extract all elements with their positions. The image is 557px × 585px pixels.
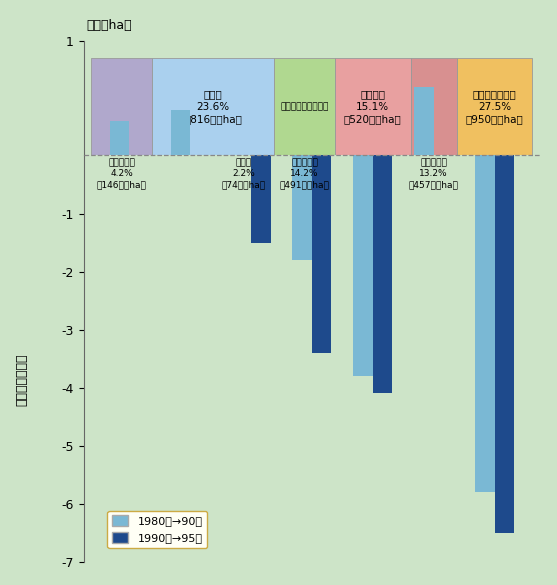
Text: ラテンアメリカ
27.5%
（950百万ha）: ラテンアメリカ 27.5% （950百万ha） xyxy=(466,90,524,124)
Bar xyxy=(170,109,190,156)
Text: アジア・オセアニア: アジア・オセアニア xyxy=(280,102,329,111)
FancyBboxPatch shape xyxy=(153,58,274,156)
Text: 開発途上国
14.2%
（491百万ha）: 開発途上国 14.2% （491百万ha） xyxy=(280,159,330,190)
Text: ヨーロッパ
4.2%
（146百万ha）: ヨーロッパ 4.2% （146百万ha） xyxy=(97,159,147,190)
Bar xyxy=(414,87,434,156)
Bar xyxy=(251,156,271,243)
Legend: 1980年→90年, 1990年→95年: 1980年→90年, 1990年→95年 xyxy=(108,511,207,548)
FancyBboxPatch shape xyxy=(91,58,153,156)
Bar xyxy=(373,156,392,393)
FancyBboxPatch shape xyxy=(274,58,335,156)
Bar xyxy=(414,87,434,156)
Text: 先進国
2.2%
（74百万ha）: 先進国 2.2% （74百万ha） xyxy=(222,159,266,190)
Bar xyxy=(110,121,129,156)
Text: アフリカ
15.1%
（520百万ha）: アフリカ 15.1% （520百万ha） xyxy=(344,90,402,124)
FancyBboxPatch shape xyxy=(457,58,532,156)
Text: 北アメリカ
13.2%
（457百万ha）: 北アメリカ 13.2% （457百万ha） xyxy=(409,159,458,190)
Bar xyxy=(170,109,190,156)
Text: 旧ソ連
23.6%
（816百万ha）: 旧ソ連 23.6% （816百万ha） xyxy=(184,90,242,124)
Bar xyxy=(475,156,495,492)
Bar xyxy=(495,156,514,532)
Text: 年平均変化面積: 年平均変化面積 xyxy=(16,354,29,407)
Text: （百万ha）: （百万ha） xyxy=(86,19,132,32)
Bar xyxy=(312,156,331,353)
FancyBboxPatch shape xyxy=(411,58,457,156)
FancyBboxPatch shape xyxy=(335,58,411,156)
Bar xyxy=(353,156,373,376)
Bar xyxy=(292,156,312,260)
Bar xyxy=(110,121,129,156)
